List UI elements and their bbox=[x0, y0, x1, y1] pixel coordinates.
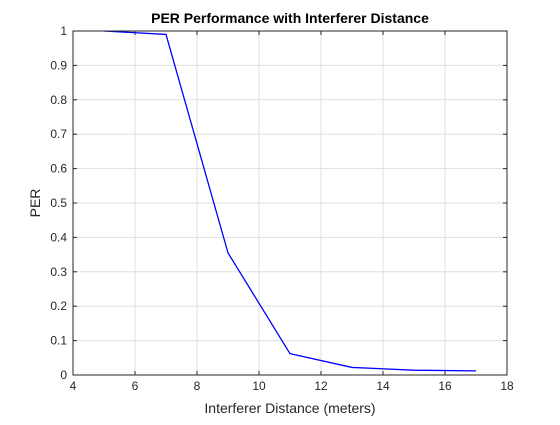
x-axis-ticks: 4 6 8 10 12 14 16 18 bbox=[70, 31, 514, 393]
data-point bbox=[475, 369, 478, 372]
y-tick-label: 1 bbox=[60, 24, 67, 38]
x-tick-label: 10 bbox=[252, 379, 266, 393]
data-point bbox=[351, 366, 354, 369]
x-tick-label: 6 bbox=[132, 379, 139, 393]
y-tick-label: 0.7 bbox=[50, 127, 67, 141]
y-axis-label: PER bbox=[27, 189, 43, 218]
data-point bbox=[413, 369, 416, 372]
y-tick-label: 0.5 bbox=[50, 196, 67, 210]
x-axis-label: Interferer Distance (meters) bbox=[204, 400, 375, 416]
x-tick-label: 16 bbox=[438, 379, 452, 393]
y-tick-label: 0.8 bbox=[50, 93, 67, 107]
y-axis-ticks: 0 0.1 0.2 0.3 0.4 0.5 0.6 0.7 0.8 0.9 1 bbox=[50, 24, 507, 382]
y-tick-label: 0 bbox=[60, 368, 67, 382]
y-tick-label: 0.9 bbox=[50, 58, 67, 72]
series-layer bbox=[103, 30, 478, 372]
y-tick-label: 0.1 bbox=[50, 334, 67, 348]
series-line-0 bbox=[103, 30, 477, 372]
data-point bbox=[165, 33, 168, 36]
data-point bbox=[227, 251, 230, 254]
x-tick-label: 8 bbox=[194, 379, 201, 393]
y-tick-label: 0.2 bbox=[50, 299, 67, 313]
x-tick-label: 18 bbox=[500, 379, 514, 393]
x-tick-label: 4 bbox=[70, 379, 77, 393]
y-tick-label: 0.3 bbox=[50, 265, 67, 279]
y-tick-label: 0.6 bbox=[50, 162, 67, 176]
x-tick-label: 12 bbox=[314, 379, 328, 393]
chart-title: PER Performance with Interferer Distance bbox=[151, 10, 429, 26]
x-tick-label: 14 bbox=[376, 379, 390, 393]
y-tick-label: 0.4 bbox=[50, 230, 67, 244]
data-point bbox=[289, 352, 292, 355]
